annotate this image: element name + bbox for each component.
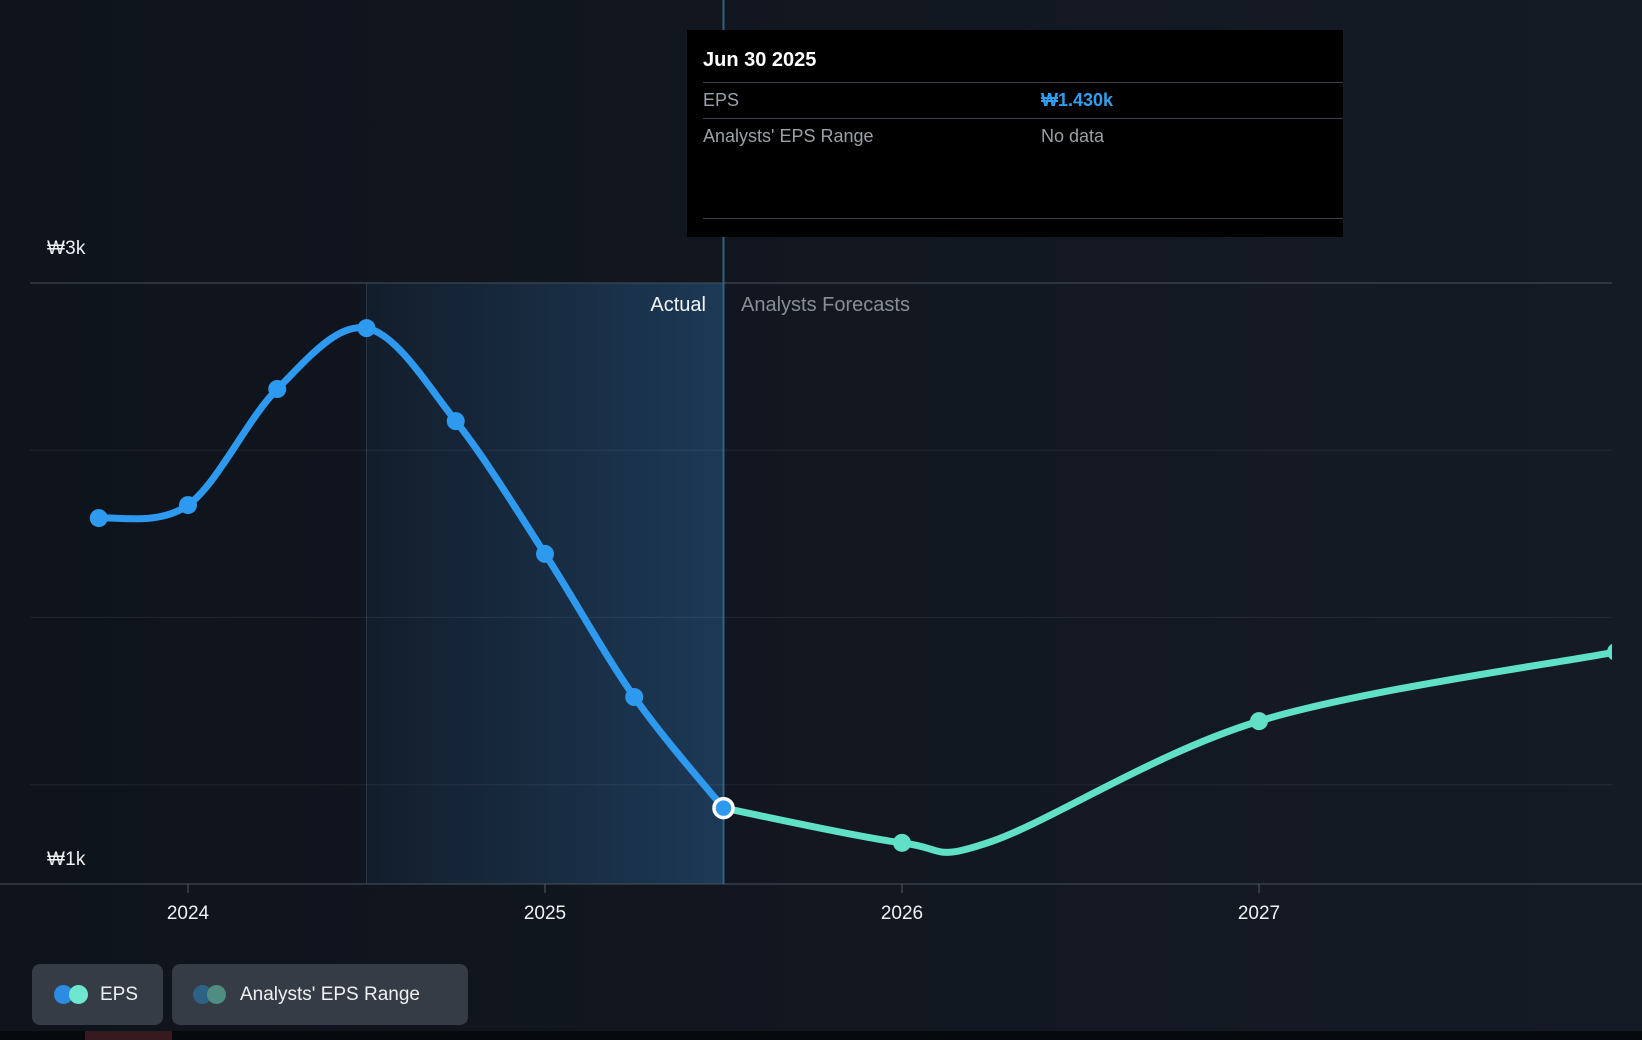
- legend-eps-range-label: Analysts' EPS Range: [240, 984, 420, 1005]
- tooltip-row-eps: EPS ₩1.430k: [703, 83, 1343, 118]
- x-tick-label-2025: 2025: [524, 903, 566, 924]
- tooltip-date: Jun 30 2025: [703, 49, 817, 71]
- bottom-edge-accent: [85, 1031, 172, 1040]
- eps-forecast-line: [720, 649, 1612, 856]
- x-tick-label-2027: 2027: [1238, 903, 1280, 924]
- y-axis-label-top: ₩3k: [47, 238, 86, 259]
- tooltip-row-range: Analysts' EPS Range No data: [703, 119, 1343, 154]
- x-tick-label-2024: 2024: [167, 903, 210, 924]
- eps-point[interactable]: [179, 496, 197, 515]
- eps-point[interactable]: [89, 509, 108, 528]
- bottom-edge-strip: [0, 1031, 1642, 1040]
- eps-point[interactable]: [268, 380, 287, 399]
- eps-blue-dot-icon: [54, 985, 73, 1004]
- legend-eps-toggle[interactable]: EPS: [32, 964, 163, 1025]
- forecast-point[interactable]: [893, 833, 911, 852]
- tooltip-divider: [703, 82, 1343, 83]
- tooltip: Jun 30 2025 EPS ₩1.430k Analysts' EPS Ra…: [687, 30, 1343, 237]
- x-tick-label-2026: 2026: [881, 903, 923, 924]
- tooltip-divider: [703, 118, 1343, 119]
- tooltip-range-label: Analysts' EPS Range: [703, 126, 874, 146]
- eps-point[interactable]: [357, 319, 376, 338]
- eps-point-highlighted[interactable]: [712, 796, 735, 820]
- forecast-point[interactable]: [1250, 712, 1268, 731]
- forecasts-label: Analysts Forecasts: [741, 294, 910, 316]
- tooltip-eps-label: EPS: [703, 90, 740, 110]
- range-teal-dot-icon: [207, 985, 226, 1004]
- actual-label: Actual: [650, 294, 706, 316]
- eps-teal-dot-icon: [69, 985, 88, 1004]
- eps-point[interactable]: [446, 412, 465, 431]
- eps-actual-line: [95, 324, 727, 812]
- tooltip-range-value: No data: [1041, 126, 1105, 146]
- tooltip-eps-value: ₩1.430k: [1041, 90, 1114, 110]
- eps-point[interactable]: [536, 544, 554, 563]
- legend-eps-range-toggle[interactable]: Analysts' EPS Range: [172, 964, 468, 1025]
- tooltip-bottom-divider: [703, 218, 1343, 219]
- y-axis-label-bottom: ₩1k: [47, 849, 86, 870]
- forecast-point[interactable]: [1607, 643, 1625, 661]
- legend-eps-label: EPS: [100, 984, 139, 1005]
- eps-point[interactable]: [625, 688, 644, 707]
